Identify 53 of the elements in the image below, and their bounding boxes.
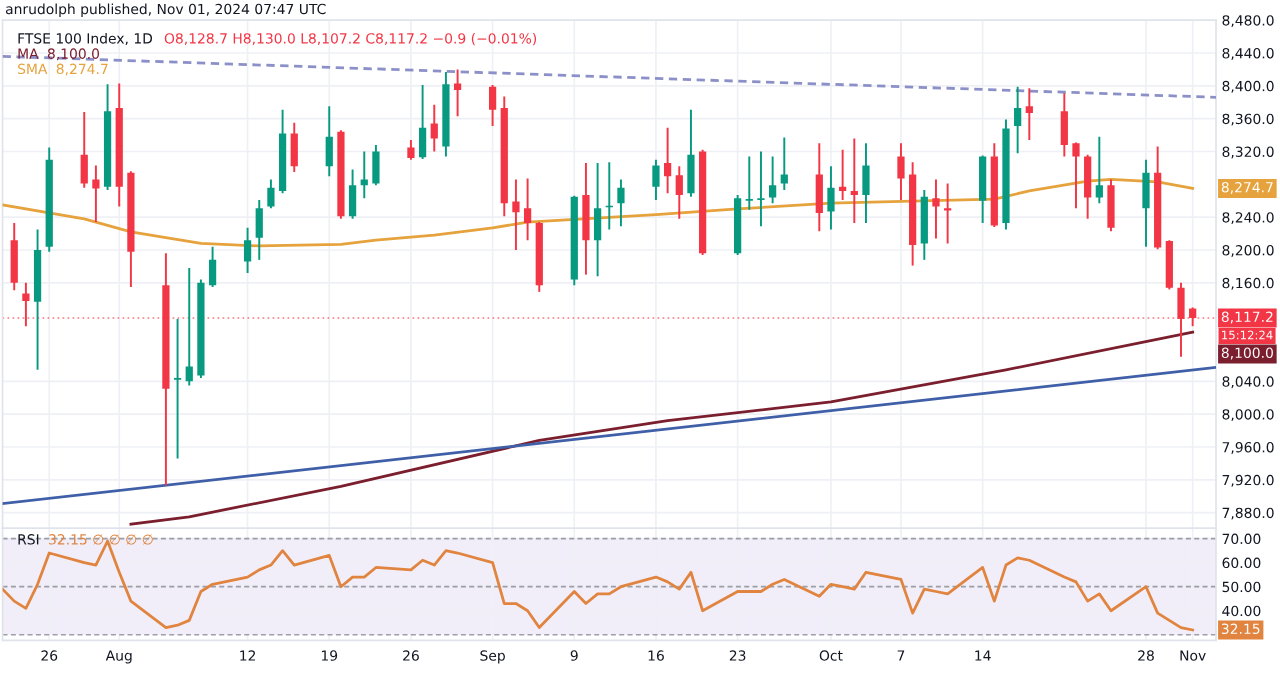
candlestick bbox=[944, 182, 952, 245]
line-series bbox=[129, 330, 1195, 526]
candlestick bbox=[185, 267, 193, 387]
candlestick bbox=[418, 84, 427, 160]
candlestick bbox=[92, 164, 100, 224]
candlestick bbox=[512, 178, 520, 251]
candlestick bbox=[769, 155, 777, 205]
candlestick bbox=[523, 177, 532, 242]
candlestick bbox=[652, 158, 660, 201]
candlestick bbox=[1142, 158, 1150, 248]
candlestick bbox=[348, 168, 357, 220]
candlestick bbox=[1107, 178, 1115, 233]
candlestick bbox=[1165, 239, 1173, 291]
candlestick bbox=[932, 178, 940, 240]
candlestick bbox=[10, 221, 18, 292]
candlestick bbox=[617, 178, 625, 228]
candlestick bbox=[407, 139, 415, 161]
candlestick bbox=[827, 165, 835, 231]
candlestick bbox=[757, 150, 765, 228]
candlestick bbox=[80, 111, 88, 189]
candlestick bbox=[430, 103, 438, 153]
candlestick bbox=[979, 154, 987, 224]
candlestick bbox=[325, 105, 333, 178]
candlestick bbox=[815, 142, 823, 233]
candlestick bbox=[1072, 141, 1080, 210]
candlestick bbox=[687, 108, 695, 198]
candlestick bbox=[675, 165, 683, 220]
candlestick bbox=[1060, 92, 1068, 158]
candlestick bbox=[22, 281, 30, 328]
candlestick bbox=[594, 162, 602, 278]
candlestick bbox=[360, 150, 368, 200]
candlestick bbox=[582, 162, 590, 276]
candlestick bbox=[839, 148, 847, 201]
candlestick bbox=[243, 226, 252, 274]
candlestick bbox=[1025, 87, 1033, 141]
candlestick bbox=[897, 142, 905, 201]
candlestick bbox=[745, 155, 753, 211]
candlestick bbox=[850, 137, 858, 224]
candlestick bbox=[173, 317, 182, 460]
candlestick bbox=[453, 68, 462, 118]
candlestick bbox=[780, 136, 788, 192]
candlestick bbox=[372, 143, 380, 187]
candlestick bbox=[664, 126, 672, 195]
candlestick bbox=[267, 178, 275, 210]
candlestick bbox=[1014, 85, 1022, 155]
candlestick bbox=[920, 189, 928, 261]
candlestick bbox=[1084, 153, 1092, 220]
candlestick bbox=[488, 84, 497, 128]
candlestick bbox=[255, 198, 263, 261]
candlestick bbox=[208, 245, 217, 288]
candlestick bbox=[862, 142, 870, 224]
candlestick bbox=[290, 121, 298, 173]
candlestick bbox=[1095, 135, 1103, 205]
